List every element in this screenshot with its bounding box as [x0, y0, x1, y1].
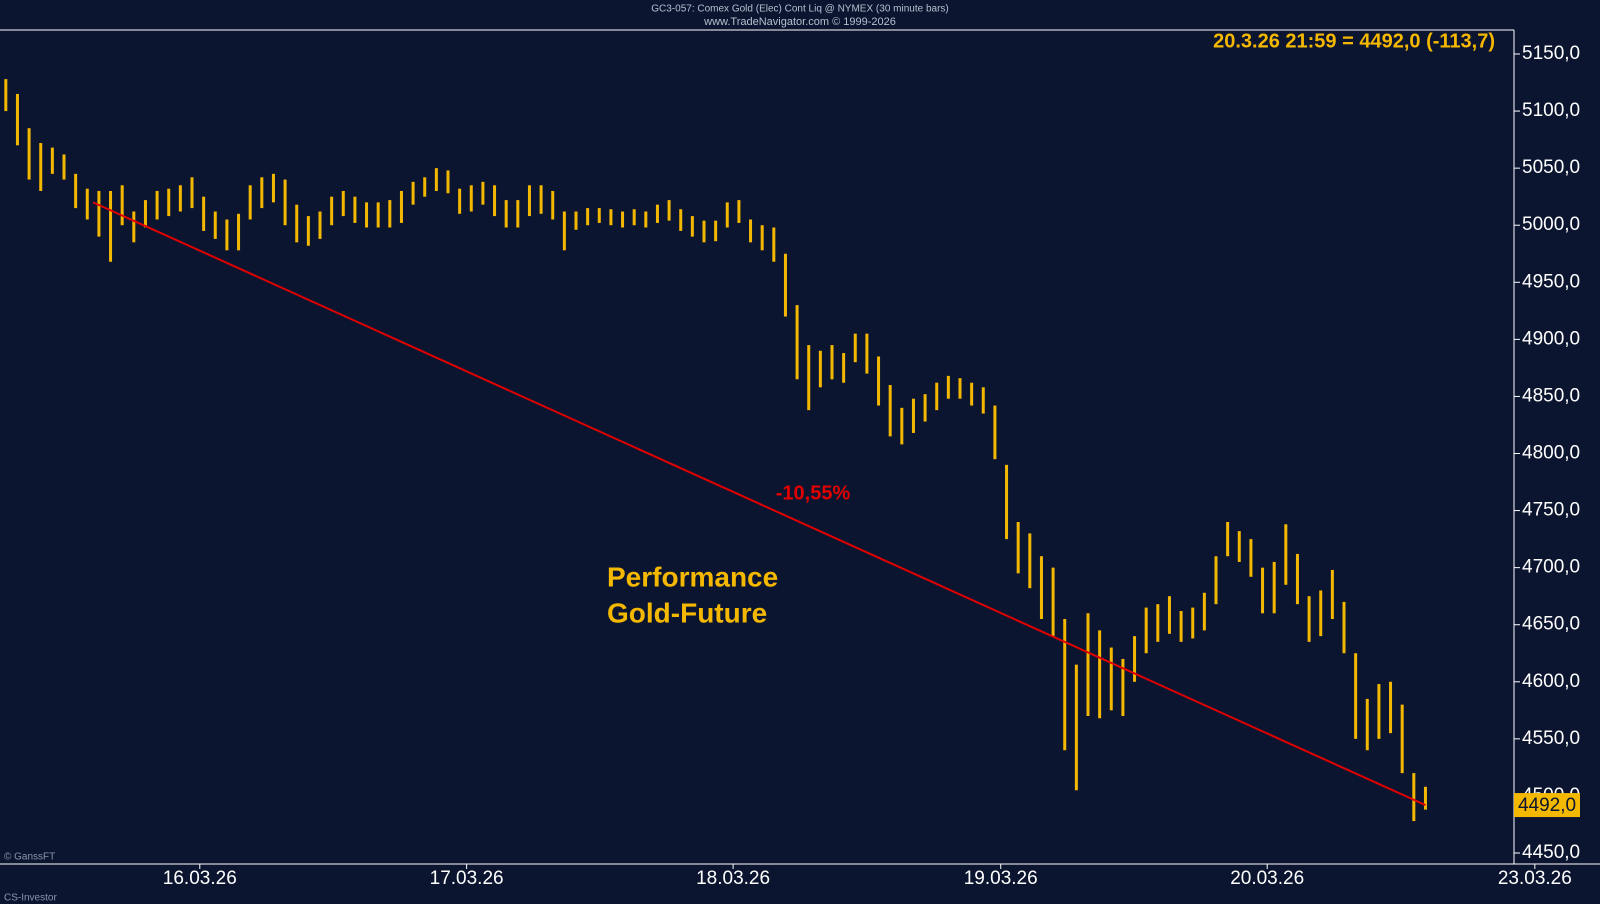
annotation-line: Gold-Future — [607, 597, 767, 628]
last-price-box — [1514, 793, 1580, 818]
x-tick-label: 23.03.26 — [1498, 868, 1572, 889]
y-tick-label: 5150,0 — [1522, 43, 1580, 64]
x-tick-label: 20.03.26 — [1230, 868, 1304, 889]
chart-subtitle: www.TradeNavigator.com © 1999-2026 — [703, 16, 896, 28]
y-tick-label: 4900,0 — [1522, 328, 1580, 349]
x-tick-label: 18.03.26 — [696, 868, 770, 889]
y-tick-label: 4800,0 — [1522, 443, 1580, 464]
y-tick-label: 4600,0 — [1522, 671, 1580, 692]
credit: CS-Investor — [4, 893, 57, 904]
plot-area — [4, 79, 1427, 822]
y-tick-label: 4750,0 — [1522, 500, 1580, 521]
y-tick-label: 4550,0 — [1522, 728, 1580, 749]
header-quote: 20.3.26 21:59 = 4492,0 (-113,7) — [1213, 30, 1495, 52]
y-tick-label: 4950,0 — [1522, 271, 1580, 292]
y-tick-label: 4850,0 — [1522, 385, 1580, 406]
performance-label: -10,55% — [776, 482, 851, 504]
y-tick-label: 4650,0 — [1522, 614, 1580, 635]
y-tick-label: 5050,0 — [1522, 157, 1580, 178]
annotation-line: Performance — [607, 561, 778, 592]
y-tick-label: 4700,0 — [1522, 557, 1580, 578]
y-tick-label: 5000,0 — [1522, 214, 1580, 235]
x-tick-label: 17.03.26 — [430, 868, 504, 889]
last-price-label: 4492,0 — [1518, 795, 1576, 816]
credit: © GanssFT — [4, 852, 55, 863]
y-tick-label: 5100,0 — [1522, 100, 1580, 121]
y-tick-label: 4450,0 — [1522, 842, 1580, 863]
trend-line — [92, 201, 1426, 806]
x-tick-label: 16.03.26 — [163, 868, 237, 889]
x-tick-label: 19.03.26 — [964, 868, 1038, 889]
chart-title: GC3-057: Comex Gold (Elec) Cont Liq @ NY… — [651, 4, 948, 15]
